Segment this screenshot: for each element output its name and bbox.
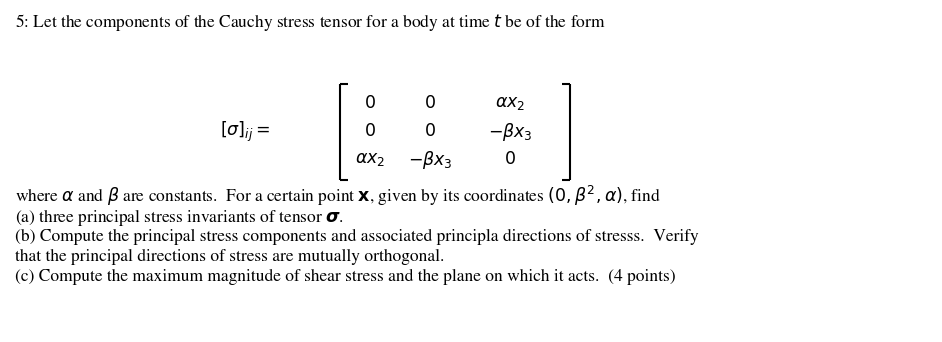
Text: (c) Compute the maximum magnitude of shear stress and the plane on which it acts: (c) Compute the maximum magnitude of she… xyxy=(15,269,675,285)
Text: 5: Let the components of the Cauchy stress tensor for a body at time $t$ be of t: 5: Let the components of the Cauchy stre… xyxy=(15,12,606,33)
Text: $[\sigma]_{ij} = $: $[\sigma]_{ij} = $ xyxy=(219,120,270,144)
Text: $0$: $0$ xyxy=(424,123,436,141)
Text: $\alpha x_2$: $\alpha x_2$ xyxy=(495,95,525,113)
Text: (b) Compute the principal stress components and associated principla directions : (b) Compute the principal stress compone… xyxy=(15,229,699,245)
Text: $\alpha x_2$: $\alpha x_2$ xyxy=(355,152,385,169)
Text: $0$: $0$ xyxy=(364,95,376,113)
Text: $0$: $0$ xyxy=(364,123,376,141)
Text: $0$: $0$ xyxy=(424,95,436,113)
Text: that the principal directions of stress are mutually orthogonal.: that the principal directions of stress … xyxy=(15,249,445,265)
Text: where $\alpha$ and $\beta$ are constants.  For a certain point $\mathbf{x}$, giv: where $\alpha$ and $\beta$ are constants… xyxy=(15,184,661,208)
Text: $0$: $0$ xyxy=(504,152,516,169)
Text: $-\beta x_3$: $-\beta x_3$ xyxy=(408,149,452,171)
Text: (a) three principal stress invariants of tensor $\boldsymbol{\sigma}$.: (a) three principal stress invariants of… xyxy=(15,207,344,228)
Text: $-\beta x_3$: $-\beta x_3$ xyxy=(488,121,532,143)
